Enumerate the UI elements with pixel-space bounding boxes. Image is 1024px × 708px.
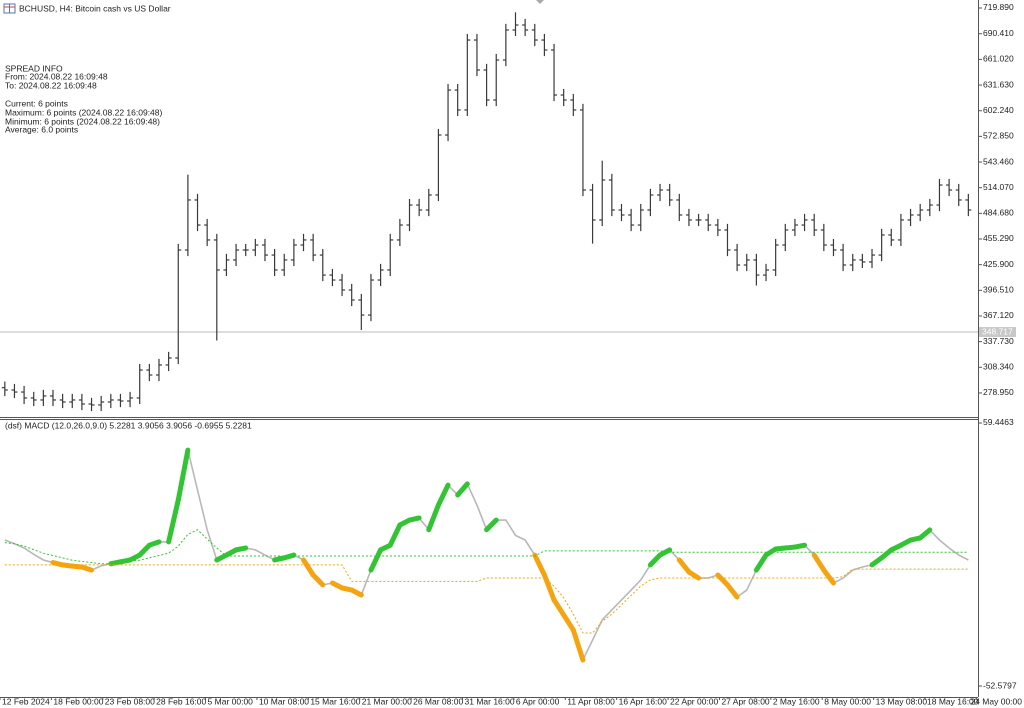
ohlc-bars	[1, 12, 972, 412]
y-tick-label: 308.340	[983, 362, 1014, 372]
x-tick-label: 16 Apr 16:00	[619, 696, 667, 706]
spread-info: Minimum: 6 points (2024.08.22 16:09:48)	[5, 116, 160, 126]
x-tick-label: 27 Apr 08:00	[721, 696, 769, 706]
y-tick-label: 631.630	[983, 79, 1014, 89]
x-tick-label: 26 Mar 08:00	[413, 696, 463, 706]
macd-trend-segment	[541, 572, 557, 603]
spread-info: SPREAD INFO	[5, 63, 63, 73]
x-tick-label: 6 Apr 00:00	[516, 696, 560, 706]
macd-trend-segment	[281, 552, 297, 561]
y-tick-label: 661.020	[983, 54, 1014, 64]
x-tick-label: 18 Feb 00:00	[53, 696, 103, 706]
macd-trend-segment	[753, 552, 769, 573]
x-tick-label: 11 Apr 08:00	[567, 696, 615, 706]
macd-trend-segment	[175, 447, 191, 503]
macd-trend-segment	[455, 481, 470, 498]
macd-trend-segment	[532, 552, 547, 578]
x-tick-label: 5 Mar 00:00	[208, 696, 254, 706]
y-tick-label: 484.680	[983, 208, 1014, 218]
macd-trend-segment	[821, 567, 836, 586]
macd-trend-segment	[551, 597, 567, 618]
x-tick-label: 24 May 00:00	[970, 696, 1022, 706]
y-tick-label: 455.290	[983, 233, 1014, 243]
y-tick-label: 425.900	[983, 259, 1014, 269]
y-tick-label: 278.950	[983, 387, 1014, 397]
macd-trend-segment	[811, 552, 827, 573]
spread-info: Average: 6.0 points	[5, 124, 78, 134]
macd-trend-segment	[686, 569, 702, 581]
macd-trend-segment	[79, 564, 95, 573]
y-tick-label: 59.4463	[983, 417, 1014, 427]
y-tick-label: 543.460	[983, 156, 1014, 166]
signal-line	[4, 529, 969, 565]
macd-trend-segment	[146, 539, 162, 548]
macd-trend-segment	[310, 572, 326, 588]
x-tick-label: 10 Mar 08:00	[259, 696, 309, 706]
macd-trend-segment	[484, 517, 499, 533]
scroll-marker	[536, 0, 544, 4]
x-tick-label: 31 Mar 16:00	[465, 696, 515, 706]
x-tick-label: 2 May 16:00	[773, 696, 820, 706]
macd-trend-segment	[301, 557, 316, 578]
y-tick-label: 337.730	[983, 336, 1014, 346]
y-tick-label: 572.850	[983, 131, 1014, 141]
macd-trend-segment	[792, 542, 808, 550]
current-price-box	[979, 327, 1016, 338]
y-tick-label: 719.890	[983, 2, 1014, 12]
x-tick-label: 28 Feb 16:00	[156, 696, 206, 706]
x-tick-label: 13 May 08:00	[876, 696, 928, 706]
macd-trend-segment	[657, 547, 673, 558]
macd-trend-segment	[724, 582, 740, 600]
y-tick-label: 690.410	[983, 28, 1014, 38]
spread-info: To: 2024.08.22 16:09:48	[5, 80, 97, 90]
chart-title: BCHUSD, H4: Bitcoin cash vs US Dollar	[19, 3, 171, 13]
y-tick-label: 514.070	[983, 182, 1014, 192]
y-tick-label: 396.510	[983, 285, 1014, 295]
y-tick-label: -52.5797	[983, 680, 1017, 690]
spread-info: From: 2024.08.22 16:09:48	[5, 71, 108, 81]
macd-trend-segment	[349, 587, 364, 598]
spread-info: Maximum: 6 points (2024.08.22 16:09:48)	[5, 107, 163, 117]
x-tick-label: 18 May 16:00	[927, 696, 979, 706]
macd-trend-segment	[676, 557, 692, 575]
x-tick-label: 21 Mar 00:00	[362, 696, 412, 706]
macd-trend-segment	[387, 522, 403, 548]
x-tick-label: 12 Feb 2024	[2, 696, 50, 706]
macd-trend-segment	[561, 612, 576, 633]
spread-info: Current: 6 points	[5, 98, 68, 108]
macd-trend-segment	[166, 497, 181, 545]
indicator-title: (dsf) MACD (12.0,26.0,9.0) 5.2281 3.9056…	[5, 420, 252, 430]
current-price-label: 348.717	[982, 326, 1013, 336]
signal-line	[4, 564, 969, 634]
macd-trend-segment	[407, 515, 422, 523]
x-tick-label: 15 Mar 16:00	[310, 696, 360, 706]
macd-trend-segment	[917, 527, 933, 541]
macd-trend-segment	[435, 482, 451, 508]
symbol-icon	[3, 3, 16, 14]
macd-trend-segment	[233, 545, 249, 553]
x-tick-label: 22 Apr 00:00	[670, 696, 718, 706]
x-tick-label: 8 May 00:00	[824, 696, 871, 706]
y-tick-label: 602.240	[983, 105, 1014, 115]
x-tick-label: 23 Feb 08:00	[105, 696, 155, 706]
y-tick-label: 367.120	[983, 310, 1014, 320]
macd-trend-segment	[426, 502, 441, 533]
macd-trend-segment	[368, 547, 384, 573]
macd-trend-segment	[570, 627, 586, 663]
